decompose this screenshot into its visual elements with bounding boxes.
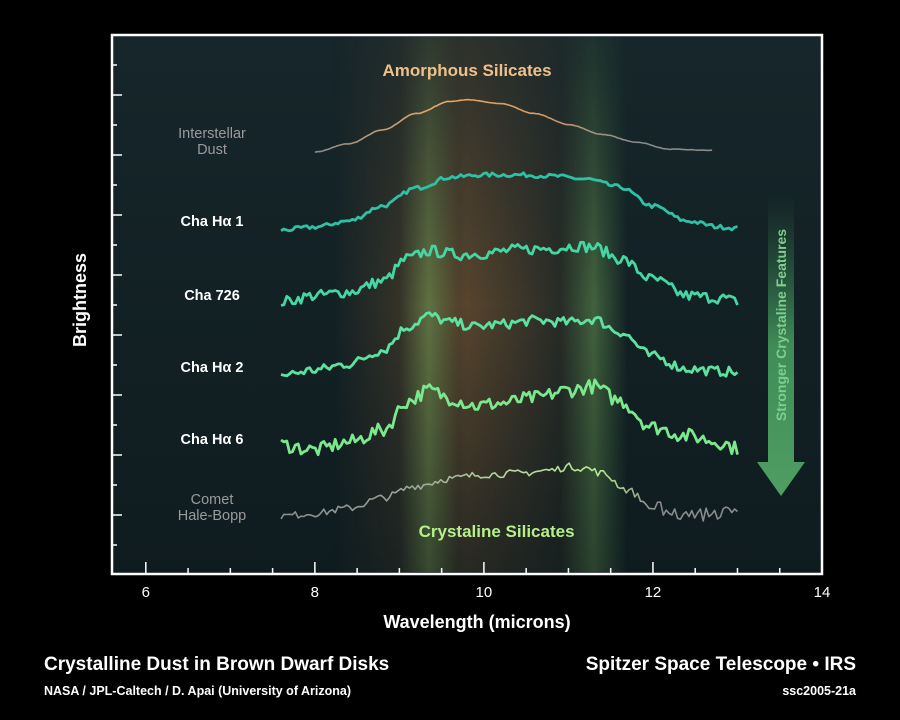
x-tick-label: 8: [311, 584, 319, 601]
series-line-3: [280, 240, 739, 307]
x-tick-label: 6: [142, 584, 150, 601]
figure-title: Crystalline Dust in Brown Dwarf Disks: [44, 654, 390, 675]
band-1: [399, 37, 459, 572]
x-tick-label: 12: [645, 584, 662, 601]
series-label-1: Interstellar Dust: [178, 126, 246, 158]
series-label-5: Cha Hα 6: [181, 432, 244, 448]
trend-label: Stronger Crystaline Features: [773, 229, 789, 421]
series-line-1: [314, 98, 713, 153]
series-line-6: [280, 462, 739, 522]
series-line-4: [280, 311, 739, 378]
band-label-crystalline: Crystaline Silicates: [419, 522, 575, 541]
mission-label: Spitzer Space Telescope • IRS: [585, 654, 856, 675]
series-label-4: Cha Hα 2: [181, 360, 244, 376]
series-label-3: Cha 726: [184, 288, 240, 304]
trend-arrow: [757, 195, 805, 496]
figure-credit: NASA / JPL-Caltech / D. Apai (University…: [44, 684, 351, 698]
x-tick-label: 10: [476, 584, 493, 601]
image-id: ssc2005-21a: [782, 684, 856, 698]
band-label-amorphous: Amorphous Silicates: [382, 61, 551, 80]
x-axis-label: Wavelength (microns): [383, 612, 570, 632]
y-axis-label: Brightness: [70, 253, 90, 347]
series-line-2: [280, 171, 738, 233]
series-label-6: Comet Hale-Bopp: [178, 492, 247, 524]
band-2: [559, 37, 628, 572]
series-label-2: Cha Hα 1: [181, 214, 244, 230]
band-0: [331, 37, 603, 572]
x-tick-label: 14: [814, 584, 831, 601]
series-line-5: [280, 378, 739, 457]
